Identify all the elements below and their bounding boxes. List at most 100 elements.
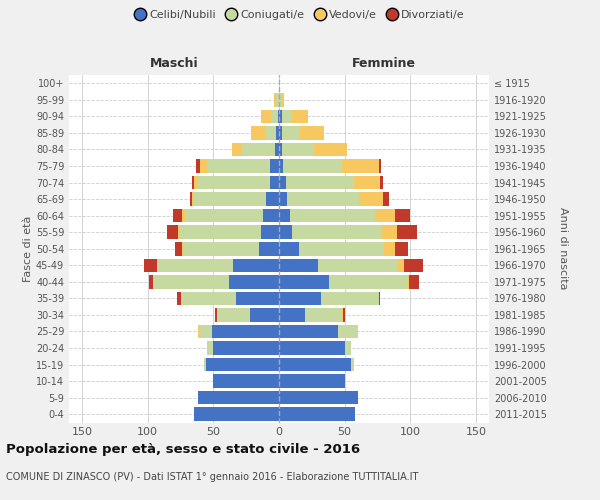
- Bar: [200, 159, 207, 173]
- Bar: [193, 192, 194, 206]
- Bar: [283, 159, 342, 173]
- Bar: [183, 242, 259, 256]
- Bar: [260, 226, 279, 239]
- Bar: [343, 308, 344, 322]
- Bar: [259, 242, 279, 256]
- Text: Popolazione per età, sesso e stato civile - 2016: Popolazione per età, sesso e stato civil…: [6, 442, 360, 456]
- Bar: [182, 209, 185, 222]
- Bar: [292, 110, 308, 123]
- Bar: [205, 358, 279, 372]
- Bar: [279, 408, 355, 421]
- Bar: [395, 242, 407, 256]
- Bar: [271, 110, 278, 123]
- Bar: [185, 209, 263, 222]
- Bar: [407, 275, 409, 288]
- Y-axis label: Fasce di età: Fasce di età: [23, 216, 33, 282]
- Bar: [265, 126, 277, 140]
- Bar: [197, 176, 270, 190]
- Bar: [175, 242, 182, 256]
- Bar: [214, 374, 279, 388]
- Bar: [279, 374, 344, 388]
- Bar: [281, 110, 292, 123]
- Bar: [229, 275, 279, 288]
- Bar: [182, 242, 183, 256]
- Bar: [263, 209, 279, 222]
- Bar: [277, 126, 279, 140]
- Bar: [380, 176, 383, 190]
- Bar: [279, 324, 338, 338]
- Y-axis label: Anni di nascita: Anni di nascita: [558, 208, 568, 290]
- Bar: [207, 342, 214, 355]
- Bar: [342, 159, 379, 173]
- Bar: [190, 192, 193, 206]
- Bar: [214, 342, 279, 355]
- Bar: [279, 93, 281, 106]
- Bar: [232, 142, 242, 156]
- Bar: [181, 292, 236, 305]
- Legend: Celibi/Nubili, Coniugati/e, Vedovi/e, Divorziati/e: Celibi/Nubili, Coniugati/e, Vedovi/e, Di…: [131, 6, 469, 25]
- Bar: [279, 110, 281, 123]
- Bar: [278, 110, 279, 123]
- Bar: [194, 408, 279, 421]
- Bar: [274, 93, 277, 106]
- Text: COMUNE DI ZINASCO (PV) - Dati ISTAT 1° gennaio 2016 - Elaborazione TUTTITALIA.IT: COMUNE DI ZINASCO (PV) - Dati ISTAT 1° g…: [6, 472, 418, 482]
- Bar: [194, 176, 197, 190]
- Bar: [277, 93, 279, 106]
- Bar: [279, 258, 319, 272]
- Bar: [281, 93, 284, 106]
- Bar: [279, 226, 292, 239]
- Bar: [281, 142, 314, 156]
- Bar: [379, 159, 382, 173]
- Bar: [279, 275, 329, 288]
- Bar: [404, 258, 424, 272]
- Bar: [212, 324, 279, 338]
- Bar: [250, 308, 279, 322]
- Bar: [409, 275, 419, 288]
- Bar: [279, 142, 281, 156]
- Bar: [176, 292, 181, 305]
- Bar: [342, 308, 343, 322]
- Bar: [287, 192, 359, 206]
- Bar: [305, 308, 342, 322]
- Bar: [299, 242, 384, 256]
- Bar: [359, 192, 383, 206]
- Bar: [197, 391, 279, 404]
- Bar: [319, 258, 397, 272]
- Bar: [397, 226, 417, 239]
- Bar: [286, 176, 354, 190]
- Bar: [173, 209, 182, 222]
- Bar: [383, 192, 389, 206]
- Bar: [270, 159, 279, 173]
- Bar: [242, 142, 275, 156]
- Bar: [354, 176, 380, 190]
- Bar: [382, 226, 397, 239]
- Bar: [266, 192, 279, 206]
- Bar: [395, 209, 410, 222]
- Bar: [270, 176, 279, 190]
- Bar: [193, 176, 194, 190]
- Bar: [279, 358, 351, 372]
- Bar: [197, 324, 199, 338]
- Bar: [292, 226, 382, 239]
- Bar: [178, 226, 179, 239]
- Bar: [329, 275, 407, 288]
- Bar: [279, 176, 286, 190]
- Bar: [207, 159, 270, 173]
- Bar: [314, 142, 347, 156]
- Bar: [281, 126, 300, 140]
- Bar: [344, 342, 351, 355]
- Bar: [204, 358, 205, 372]
- Bar: [167, 226, 178, 239]
- Bar: [275, 142, 279, 156]
- Text: Maschi: Maschi: [149, 57, 199, 70]
- Bar: [217, 308, 250, 322]
- Bar: [279, 209, 290, 222]
- Bar: [351, 358, 354, 372]
- Bar: [279, 391, 358, 404]
- Bar: [233, 258, 279, 272]
- Bar: [279, 159, 283, 173]
- Bar: [290, 209, 375, 222]
- Bar: [279, 192, 287, 206]
- Bar: [384, 242, 395, 256]
- Bar: [279, 242, 299, 256]
